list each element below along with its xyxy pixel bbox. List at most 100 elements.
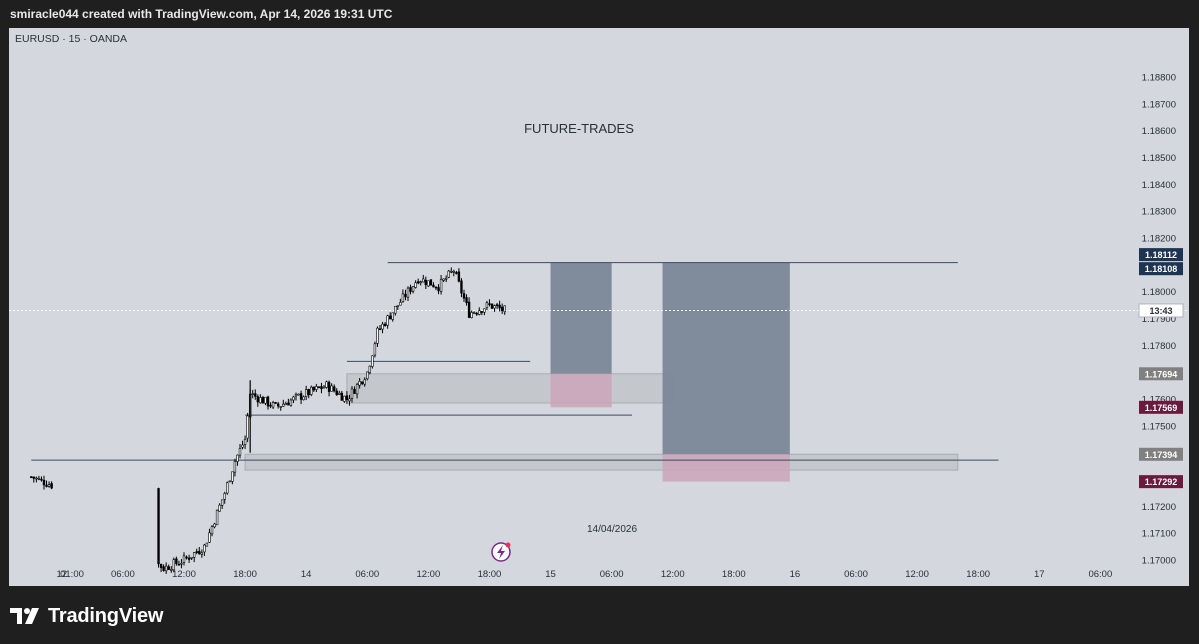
y-tick-label: 1.18800 — [1142, 73, 1176, 84]
candle-body-77 — [327, 381, 331, 392]
candle-body-29 — [205, 542, 209, 547]
x-tick-label: 18:00 — [722, 569, 746, 580]
candle-body-20 — [182, 555, 186, 563]
candle-body-82 — [340, 392, 344, 401]
candle-body-136 — [478, 310, 481, 315]
chart-frame[interactable]: 1.18800 1.18700 1.18600 1.18500 1.18400 1.183… — [9, 28, 1189, 586]
candle-body-19 — [180, 562, 183, 565]
candle-body-7 — [45, 484, 48, 487]
chart-annotation: FUTURE-TRADES — [524, 121, 634, 136]
candle-body-101 — [388, 315, 392, 320]
x-tick-label: 12:00 — [661, 569, 685, 580]
candle-body-28 — [203, 544, 206, 553]
tradingview-logo-icon — [10, 608, 39, 624]
candle-body-92 — [366, 371, 369, 380]
candle-body-50 — [259, 397, 262, 404]
candle-body-68 — [304, 389, 308, 397]
price-badge-1.17569[interactable]: 1.17569 — [1139, 400, 1183, 414]
lightning-icon[interactable] — [491, 542, 511, 562]
candle-body-52 — [264, 396, 267, 404]
candle-body-84 — [345, 395, 349, 400]
candle-body-53 — [266, 396, 270, 407]
candle-body-22 — [187, 557, 191, 560]
candle-body-41 — [236, 454, 239, 462]
candle-body-45 — [246, 415, 249, 439]
candle-body-65 — [297, 393, 300, 396]
x-tick-label: 06:00 — [600, 569, 624, 580]
price-badge-1.18108[interactable]: 1.18108 — [1139, 262, 1183, 276]
candle-body-129 — [460, 280, 463, 294]
candle-body-71 — [312, 386, 316, 391]
candle-body-120 — [437, 287, 440, 292]
candle-body-105 — [399, 302, 402, 306]
candle-body-75 — [322, 386, 326, 389]
candle-body-63 — [292, 396, 295, 401]
candle-body-78 — [330, 385, 333, 392]
y-tick-label: 1.17000 — [1142, 556, 1176, 567]
candle-body-12 — [162, 566, 165, 571]
candle-body-85 — [348, 398, 351, 402]
gray-zone-2[interactable] — [244, 453, 959, 471]
candle-body-66 — [299, 393, 303, 400]
candle-body-135 — [475, 312, 478, 315]
price-badge-text: 1.17694 — [1145, 369, 1178, 379]
candle-body-123 — [444, 277, 448, 280]
candle-body-30 — [208, 532, 211, 543]
tradingview-brand[interactable]: TradingView — [10, 604, 163, 628]
candle-body-143 — [495, 304, 499, 307]
price-badge-1.17394[interactable]: 1.17394 — [1139, 447, 1183, 461]
price-badge-bg — [1138, 303, 1184, 318]
candle-body-72 — [315, 386, 318, 390]
candle-body-13 — [164, 565, 168, 572]
candle-body-35 — [220, 499, 224, 506]
candle-body-2 — [32, 476, 36, 479]
candle-body-139 — [485, 302, 489, 308]
candle-body-36 — [223, 493, 226, 500]
gray-zone-1[interactable] — [346, 373, 674, 404]
candle-body-56 — [274, 402, 277, 404]
candle-body-43 — [241, 444, 244, 448]
y-tick-label: 1.18000 — [1142, 287, 1176, 298]
x-tick-label: 01:00 — [60, 569, 84, 580]
candle-body-49 — [256, 396, 260, 403]
price-badge-bg — [1139, 262, 1183, 276]
candle-body-86 — [350, 388, 354, 399]
candle-body-83 — [343, 395, 346, 402]
candle-body-37 — [226, 482, 229, 494]
x-tick-label: 06:00 — [844, 569, 868, 580]
target-zone-2[interactable] — [662, 262, 790, 455]
price-badge-text: 1.18108 — [1145, 264, 1178, 274]
y-tick-label: 1.18700 — [1142, 99, 1176, 110]
price-badge-1.17292[interactable]: 1.17292 — [1139, 475, 1183, 489]
candle-body-48 — [254, 393, 257, 397]
date-annotation: 14/04/2026 — [587, 524, 637, 535]
candle-body-6 — [42, 479, 46, 486]
candle-body-118 — [432, 284, 435, 288]
target-zone-1[interactable] — [550, 262, 612, 374]
lightning-bolt — [497, 545, 505, 559]
stop-zone-1[interactable] — [550, 373, 612, 408]
candle-body-54 — [269, 404, 272, 407]
x-tick-label: 17 — [1034, 569, 1045, 580]
candle-body-57 — [276, 403, 280, 407]
candle-body-112 — [416, 281, 420, 284]
candle-body-70 — [310, 386, 313, 395]
candle-body-117 — [429, 279, 433, 286]
candle-body-108 — [406, 287, 410, 298]
price-badge-1.18112[interactable]: 1.18112 — [1139, 248, 1183, 262]
candle-body-16 — [172, 559, 176, 571]
y-tick-label: 1.17800 — [1142, 341, 1176, 352]
stop-zone-2[interactable] — [662, 454, 790, 482]
price-badge-bg — [1139, 400, 1183, 414]
price-badge-13-43[interactable]: 13:43 — [1138, 303, 1184, 318]
candle-body-58 — [279, 406, 282, 408]
candle-body-110 — [411, 286, 415, 292]
price-badge-1.17694[interactable]: 1.17694 — [1139, 367, 1183, 381]
x-tick-label: 12:00 — [416, 569, 440, 580]
candle-body-87 — [353, 389, 356, 394]
chart-canvas[interactable]: 1.18800 1.18700 1.18600 1.18500 1.18400 1.183… — [9, 28, 1189, 586]
candle-body-107 — [404, 293, 407, 298]
candle-body-115 — [424, 279, 428, 286]
candle-body-64 — [294, 394, 298, 397]
candle-body-94 — [371, 355, 374, 367]
